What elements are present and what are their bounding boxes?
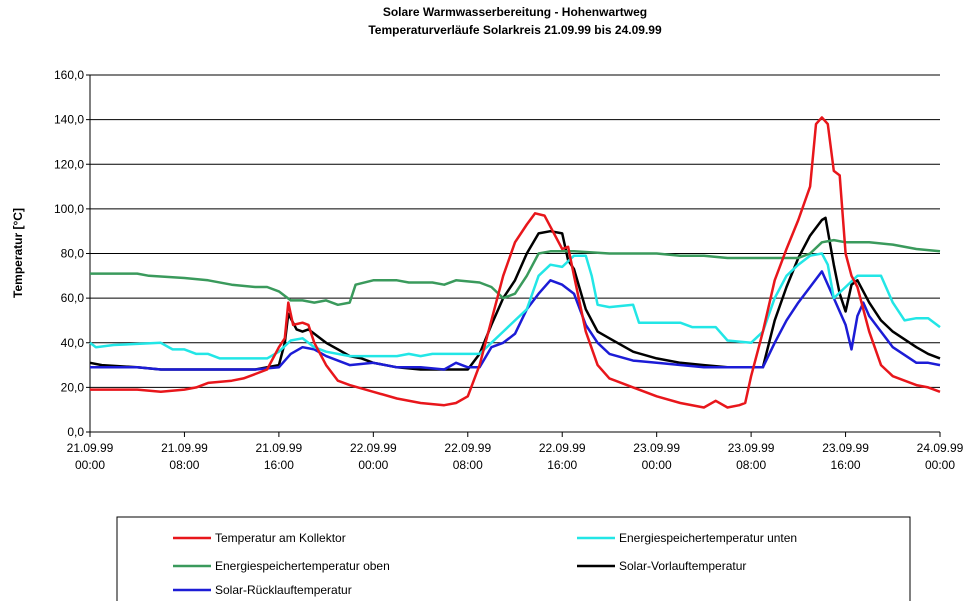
y-tick-label: 40,0	[61, 336, 85, 350]
x-tick-label: 23.09.99 00:00	[633, 441, 680, 472]
chart-title: Solare Warmwasserbereitung - Hohenwartwe…	[383, 5, 647, 19]
legend-label: Energiespeichertemperatur oben	[215, 559, 390, 573]
x-tick-label: 21.09.99 16:00	[256, 441, 303, 472]
series-line	[90, 270, 941, 371]
series-line	[90, 238, 941, 307]
x-tick-label: 22.09.99 00:00	[350, 441, 397, 472]
chart-subtitle: Temperaturverläufe Solarkreis 21.09.99 b…	[368, 23, 662, 37]
series-line	[89, 252, 941, 360]
y-tick-label: 20,0	[61, 380, 85, 394]
legend-label: Solar-Rücklauftemperatur	[215, 583, 352, 597]
y-tick-label: 100,0	[54, 202, 84, 216]
x-tick-label: 21.09.99 08:00	[161, 441, 208, 472]
x-tick-label: 21.09.99 00:00	[67, 441, 114, 472]
y-tick-label: 80,0	[61, 247, 85, 261]
x-tick-label: 22.09.99 16:00	[539, 441, 586, 472]
y-tick-label: 60,0	[61, 291, 85, 305]
x-tick-label: 24.09.99 00:00	[917, 441, 964, 472]
x-tick-label: 22.09.99 08:00	[444, 441, 491, 472]
y-tick-label: 160,0	[54, 68, 84, 82]
series-line	[90, 116, 941, 409]
legend-label: Temperatur am Kollektor	[215, 531, 346, 545]
legend-label: Energiespeichertemperatur unten	[619, 531, 797, 545]
y-tick-label: 120,0	[54, 157, 84, 171]
y-axis-label: Temperatur [°C]	[11, 208, 25, 298]
legend-box	[116, 516, 911, 606]
x-tick-label: 23.09.99 16:00	[822, 441, 869, 472]
y-tick-label: 0,0	[67, 425, 84, 439]
y-tick-label: 140,0	[54, 113, 84, 127]
legend-label: Solar-Vorlauftemperatur	[619, 559, 746, 573]
x-tick-label: 23.09.99 08:00	[728, 441, 775, 472]
